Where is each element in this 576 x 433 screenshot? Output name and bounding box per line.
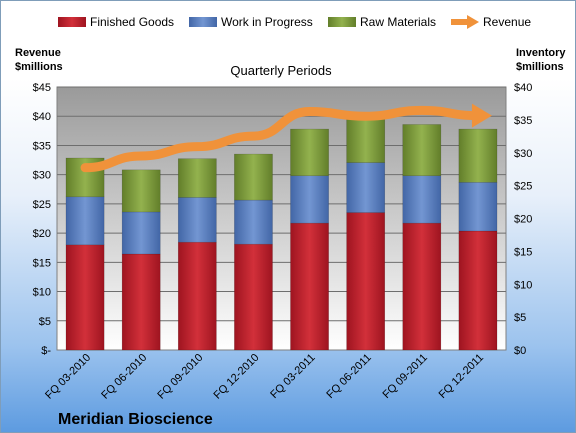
right-tick-label: $40 xyxy=(514,82,532,94)
right-tick-label: $25 xyxy=(514,181,532,193)
bar-work-in-progress xyxy=(121,211,161,255)
bar-finished-goods xyxy=(290,222,329,351)
bar-work-in-progress xyxy=(346,162,386,213)
x-tick-label: FQ 09-2010 xyxy=(155,352,205,402)
x-tick-label: FQ 03-2010 xyxy=(43,352,93,402)
bar-raw-materials xyxy=(234,153,273,201)
bar-finished-goods xyxy=(458,230,498,351)
bar-raw-materials xyxy=(458,128,498,183)
left-tick-label: $- xyxy=(41,345,51,357)
bar-finished-goods xyxy=(177,241,217,351)
legend-swatch-raw-materials xyxy=(328,17,356,27)
bar-raw-materials xyxy=(290,128,329,177)
right-tick-label: $0 xyxy=(514,345,526,357)
x-axis: FQ 03-2010 FQ 06-2010 FQ 09-2010 FQ 12-2010… xyxy=(43,352,486,402)
legend-swatch-revenue xyxy=(451,15,479,29)
x-tick-label: FQ 12-2010 xyxy=(212,352,262,402)
bar-raw-materials xyxy=(177,158,217,198)
bar-work-in-progress xyxy=(402,175,442,224)
x-tick-label: FQ 09-2011 xyxy=(381,352,430,401)
x-tick-label: FQ 12-2011 xyxy=(437,352,486,401)
left-axis-title-line1: Revenue xyxy=(15,47,61,59)
bar-finished-goods xyxy=(65,244,105,351)
legend-label-revenue: Revenue xyxy=(483,15,531,29)
left-tick-label: $45 xyxy=(33,82,51,94)
bar-finished-goods xyxy=(234,243,273,351)
bar-work-in-progress xyxy=(234,199,273,245)
left-tick-label: $5 xyxy=(39,316,51,328)
company-name: Meridian Bioscience xyxy=(58,411,213,428)
plot-title: Quarterly Periods xyxy=(230,63,332,78)
right-tick-label: $20 xyxy=(514,214,532,226)
legend-swatch-work-in-progress xyxy=(189,17,217,27)
legend-label-work-in-progress: Work in Progress xyxy=(221,15,313,29)
x-tick-label: FQ 06-2011 xyxy=(324,352,373,401)
bar-work-in-progress xyxy=(290,175,329,224)
legend-swatch-finished-goods xyxy=(58,17,86,27)
right-axis-title-line2: $millions xyxy=(516,61,564,73)
left-tick-label: $30 xyxy=(33,170,51,182)
legend-label-finished-goods: Finished Goods xyxy=(90,15,174,29)
right-tick-label: $10 xyxy=(514,279,532,291)
right-tick-label: $35 xyxy=(514,115,532,127)
x-tick-label: FQ 06-2010 xyxy=(99,352,149,402)
left-tick-label: $25 xyxy=(33,199,51,211)
left-tick-label: $40 xyxy=(33,111,51,123)
x-tick-label: FQ 03-2011 xyxy=(268,352,317,401)
right-tick-label: $30 xyxy=(514,148,532,160)
bar-finished-goods xyxy=(346,212,386,351)
revenue-line-path xyxy=(80,105,483,173)
left-tick-label: $20 xyxy=(33,228,51,240)
revenue-line xyxy=(80,103,492,173)
left-axis: $- $5 $10 $15 $20 $25 $30 $35 $40 $45 xyxy=(33,82,52,357)
bar-finished-goods xyxy=(402,222,442,351)
bar-finished-goods xyxy=(121,253,161,351)
left-axis-title-line2: $millions xyxy=(15,61,63,73)
left-tick-label: $35 xyxy=(33,140,51,152)
right-tick-label: $5 xyxy=(514,312,526,324)
left-tick-label: $15 xyxy=(33,257,51,269)
right-axis: $0 $5 $10 $15 $20 $25 $30 $35 $40 xyxy=(514,82,532,357)
bar-work-in-progress xyxy=(458,182,498,232)
bar-raw-materials xyxy=(121,169,161,213)
bars xyxy=(65,113,498,351)
bar-work-in-progress xyxy=(177,197,217,243)
right-axis-title-line1: Inventory xyxy=(516,47,566,59)
bar-raw-materials xyxy=(402,124,442,177)
legend: Finished Goods Work in Progress Raw Mate… xyxy=(58,15,531,29)
left-tick-label: $10 xyxy=(33,287,51,299)
bar-work-in-progress xyxy=(65,196,105,246)
legend-label-raw-materials: Raw Materials xyxy=(360,15,436,29)
right-tick-label: $15 xyxy=(514,246,532,258)
revenue-line-arrowhead xyxy=(471,103,492,128)
